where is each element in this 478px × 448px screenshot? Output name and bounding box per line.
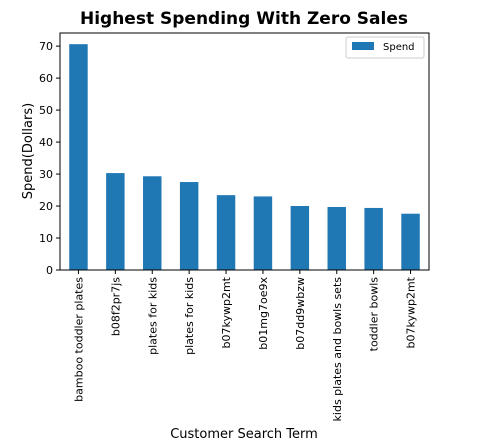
legend-label: Spend (383, 42, 415, 53)
y-tick-label: 20 (39, 200, 53, 213)
bar (327, 206, 346, 270)
bar (106, 173, 125, 270)
bar (290, 206, 310, 270)
legend-swatch (352, 42, 374, 50)
x-tick-label: b07dd9wbzw (294, 277, 307, 350)
chart-title: Highest Spending With Zero Sales (80, 9, 408, 29)
bar (143, 176, 162, 270)
x-axis: bamboo toddler plates b08f2pr7js plates fo… (72, 270, 418, 422)
y-tick-label: 10 (39, 232, 53, 245)
legend: Spend (345, 36, 425, 59)
bars-group (69, 44, 420, 270)
x-axis-label: Customer Search Term (170, 427, 318, 442)
bar (253, 196, 273, 270)
y-tick-label: 40 (39, 136, 53, 149)
plot-frame (59, 32, 430, 271)
y-tick-label: 70 (39, 40, 53, 53)
bar (216, 195, 236, 270)
y-tick-label: 50 (39, 104, 53, 117)
y-tick-label: 0 (46, 264, 53, 277)
x-tick-label: bamboo toddler plates (72, 277, 85, 402)
x-tick-label: toddler bowls (368, 277, 381, 352)
y-axis-label: Spend(Dollars) (21, 103, 36, 199)
x-tick-label: plates for kids (183, 277, 196, 355)
y-axis: 0 10 20 30 40 50 60 70 (39, 40, 60, 277)
x-tick-label: b01mg7oe9x (257, 277, 270, 350)
bar (364, 207, 383, 270)
x-tick-label: plates for kids (146, 277, 159, 355)
y-tick-label: 60 (39, 72, 53, 85)
y-tick-label: 30 (39, 168, 53, 181)
x-tick-label: b07kywp2mt (220, 276, 233, 348)
bar (401, 213, 420, 270)
bar (179, 182, 199, 270)
x-tick-label: b08f2pr7js (109, 277, 122, 336)
x-tick-label: b07kywp2mt (405, 276, 418, 348)
bar (69, 44, 88, 270)
x-tick-label: kids plates and bowls sets (331, 277, 344, 422)
